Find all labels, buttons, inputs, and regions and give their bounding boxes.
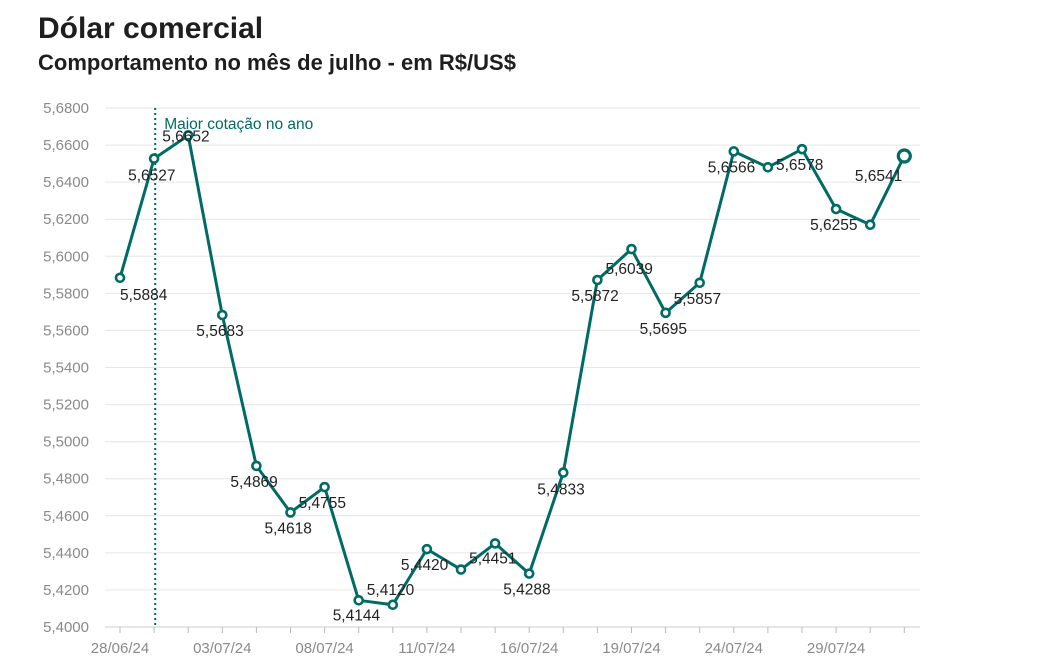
data-label: 5,5884	[120, 287, 168, 304]
data-labels: 5,5884 5,6527 5,6652 5,5683 5,4869 5,4618 5,47…	[120, 128, 902, 624]
data-label: 5,6578	[776, 157, 823, 174]
data-point	[694, 277, 706, 289]
data-label: 5,4120	[367, 582, 415, 599]
y-tick-label: 5,4600	[43, 508, 89, 525]
data-points	[114, 130, 912, 611]
series-line	[118, 133, 906, 607]
data-label: 5,4833	[537, 482, 584, 499]
data-label: 5,4144	[333, 607, 381, 624]
data-point	[489, 538, 501, 549]
x-tick-label: 29/07/24	[807, 640, 865, 657]
annotation-text: Maior cotação no ano	[164, 116, 313, 133]
grid-lines	[105, 107, 920, 628]
data-label: 5,6255	[810, 217, 857, 234]
y-tick-label: 5,5400	[43, 360, 89, 377]
data-point	[864, 219, 876, 231]
data-point	[796, 143, 808, 155]
y-tick-label: 5,5200	[43, 397, 89, 414]
data-point	[660, 307, 671, 319]
data-point	[830, 203, 842, 215]
x-tick-label: 11/07/24	[398, 640, 455, 657]
y-tick-label: 5,6000	[43, 248, 89, 265]
y-tick-label: 5,6600	[43, 137, 89, 154]
data-label: 5,4420	[401, 557, 449, 574]
data-point	[148, 153, 160, 164]
data-label: 5,5695	[640, 321, 687, 338]
data-point	[762, 162, 774, 173]
data-label: 5,5857	[674, 291, 721, 308]
data-point	[319, 481, 330, 493]
data-label: 5,6566	[708, 159, 755, 176]
data-point	[353, 595, 365, 606]
y-axis: 5,4000 5,4200 5,4400 5,4600 5,4800 5,5000 5,52…	[43, 100, 89, 636]
data-label: 5,4451	[469, 550, 516, 567]
data-point	[285, 507, 296, 518]
data-label: 5,6541	[855, 168, 902, 185]
y-tick-label: 5,4200	[43, 582, 89, 599]
data-point	[114, 272, 126, 284]
data-point	[217, 309, 228, 321]
y-tick-label: 5,6200	[43, 211, 89, 228]
chart-title: Dólar comercial	[38, 12, 264, 45]
data-label: 5,6527	[128, 168, 175, 185]
data-label: 5,6652	[162, 128, 209, 145]
data-point	[523, 568, 535, 579]
annotation: Maior cotação no ano	[154, 108, 313, 627]
y-tick-label: 5,6400	[43, 174, 89, 191]
y-tick-label: 5,6800	[43, 100, 89, 117]
y-tick-label: 5,5800	[43, 285, 89, 302]
series-path	[118, 133, 906, 607]
data-point	[728, 146, 740, 157]
data-label: 5,4869	[230, 474, 277, 491]
x-tick-label: 08/07/24	[295, 640, 353, 657]
x-tick-label: 24/07/24	[705, 640, 763, 657]
x-axis: 28/06/24 03/07/24 08/07/24 11/07/24 16/07/24…	[91, 626, 920, 657]
data-label: 5,5683	[196, 323, 243, 340]
data-point	[455, 564, 467, 575]
y-tick-label: 5,5000	[43, 434, 89, 451]
data-point	[557, 467, 569, 478]
chart-subtitle: Comportamento no mês de julho - em R$/US…	[38, 50, 516, 75]
y-tick-label: 5,4400	[43, 545, 89, 562]
data-label: 5,4618	[265, 520, 312, 537]
y-tick-label: 5,4800	[43, 471, 89, 488]
data-point	[387, 599, 399, 611]
data-point	[626, 243, 637, 255]
data-point	[421, 543, 433, 555]
y-tick-label: 5,5600	[43, 322, 89, 339]
data-point	[182, 130, 194, 141]
data-label: 5,5872	[571, 288, 618, 305]
x-tick-label: 03/07/24	[193, 640, 251, 657]
data-label: 5,6039	[606, 261, 653, 278]
x-tick-label: 28/06/24	[91, 640, 149, 657]
y-tick-label: 5,4000	[43, 619, 89, 636]
data-point	[251, 460, 262, 472]
data-label: 5,4755	[299, 495, 346, 512]
data-point	[896, 148, 912, 164]
data-label: 5,4288	[503, 582, 550, 599]
x-tick-label: 19/07/24	[602, 640, 660, 657]
x-tick-label: 16/07/24	[500, 640, 558, 657]
data-point	[592, 274, 603, 286]
